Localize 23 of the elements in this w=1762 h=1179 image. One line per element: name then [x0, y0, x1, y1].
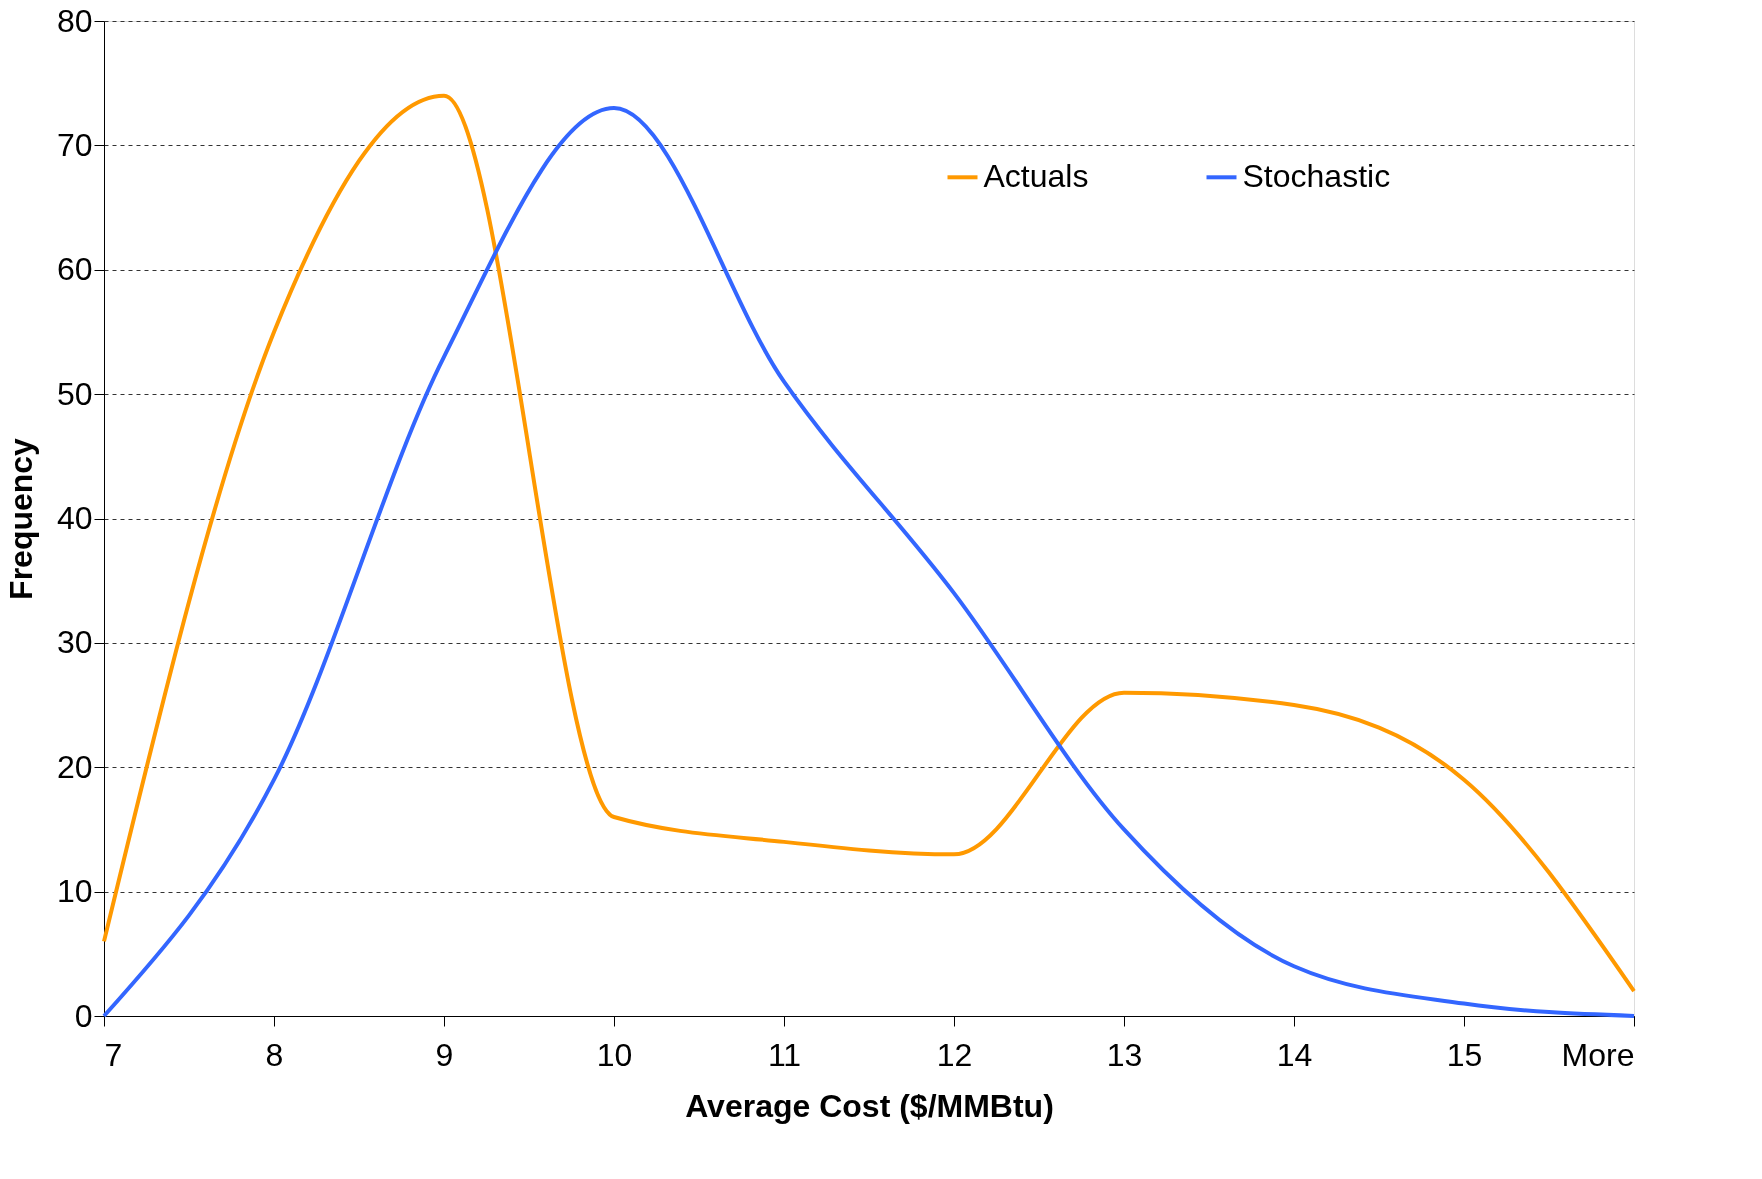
x-tick-label: 13	[1106, 1036, 1143, 1073]
y-tick-label: 30	[56, 624, 93, 661]
x-tick-label: 12	[936, 1036, 973, 1073]
x-tick-label: More	[1561, 1036, 1635, 1073]
y-tick-label: 10	[56, 873, 93, 910]
legend-label: Actuals	[983, 158, 1089, 195]
x-axis-title: Average Cost ($/MMBtu)	[685, 1087, 1054, 1124]
y-tick-label: 70	[56, 126, 93, 163]
y-tick-label: 0	[74, 997, 93, 1034]
y-tick-label: 80	[56, 2, 93, 39]
x-tick-label: 14	[1276, 1036, 1313, 1073]
x-tick-label: 10	[596, 1036, 633, 1073]
x-tick-label: 8	[265, 1036, 284, 1073]
legend-label: Stochastic	[1242, 158, 1391, 195]
y-tick-label: 40	[56, 500, 93, 536]
y-tick-label: 50	[56, 375, 93, 412]
x-tick-label: 11	[767, 1036, 802, 1073]
x-tick-label: 7	[104, 1036, 123, 1073]
x-tick-label: 15	[1446, 1036, 1483, 1073]
y-axis-title: Frequency	[2, 437, 39, 600]
y-tick-label: 20	[56, 748, 93, 785]
y-tick-label: 60	[56, 251, 93, 288]
x-tick-label: 9	[435, 1036, 454, 1073]
